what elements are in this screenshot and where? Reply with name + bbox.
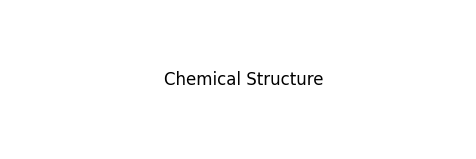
Text: Chemical Structure: Chemical Structure <box>164 71 324 89</box>
